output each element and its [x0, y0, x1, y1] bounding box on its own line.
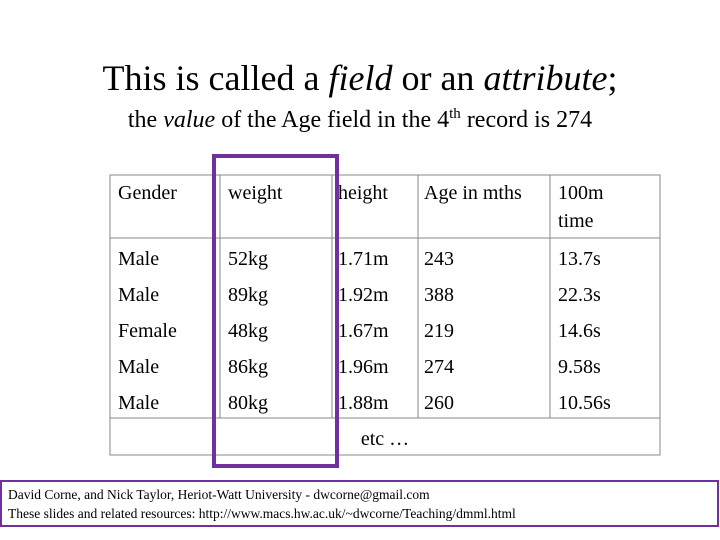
table-cell: 1.67m [338, 320, 389, 342]
table-cell: 219 [424, 320, 454, 342]
subtitle-text: th [449, 106, 461, 122]
title: This is called a field or an attribute; [103, 58, 618, 98]
table-cell: 243 [424, 248, 454, 270]
table-cell: 86kg [228, 356, 268, 378]
table-cell: Male [118, 248, 159, 270]
table-cell: 80kg [228, 392, 268, 414]
table-cell: Male [118, 284, 159, 306]
table-cell: 260 [424, 392, 454, 414]
header-cell: height [338, 182, 388, 204]
table: etc … Gender weight height Age in mths 100m t… [109, 174, 661, 456]
title-text: field [328, 58, 393, 98]
table-cell: Male [118, 392, 159, 414]
table-cell: 1.96m [338, 356, 389, 378]
table-cell: Male [118, 356, 159, 378]
header-cell: 100m time [558, 182, 604, 232]
title-text: or an [392, 58, 483, 98]
footer-line: David Corne, and Nick Taylor, Heriot-Wat… [8, 487, 430, 502]
table-cell: 14.6s [558, 320, 601, 342]
subtitle-text: of the Age field in the 4 [215, 107, 449, 133]
table-cell: 274 [424, 356, 454, 378]
table-cell: 1.71m [338, 248, 389, 270]
table-footer: etc … [361, 428, 409, 450]
table-cell: 1.88m [338, 392, 389, 414]
table-cell: 48kg [228, 320, 268, 342]
subtitle: the value of the Age field in the 4th re… [128, 106, 592, 133]
subtitle-text: the [128, 107, 163, 133]
title-text: ; [607, 58, 617, 98]
footer-box [0, 480, 719, 527]
table-cell: 13.7s [558, 248, 601, 270]
footer-line: These slides and related resources: http… [8, 506, 516, 521]
table-cell: Female [118, 320, 177, 342]
table-cell: 52kg [228, 248, 268, 270]
title-text: attribute [483, 58, 607, 98]
title-text: This is called a [103, 58, 329, 98]
table-cell: 1.92m [338, 284, 389, 306]
header-cell: Age in mths [424, 182, 522, 204]
highlight-box [212, 154, 339, 468]
table-cell: 388 [424, 284, 454, 306]
table-cell: 22.3s [558, 284, 601, 306]
table-cell: 10.56s [558, 392, 611, 414]
header-cell: weight [228, 182, 283, 204]
table-border [109, 174, 661, 456]
subtitle-text: value [163, 107, 215, 133]
header-cell: Gender [118, 182, 177, 204]
table-cell: 89kg [228, 284, 268, 306]
subtitle-text: record is 274 [461, 107, 592, 133]
table-cell: 9.58s [558, 356, 601, 378]
